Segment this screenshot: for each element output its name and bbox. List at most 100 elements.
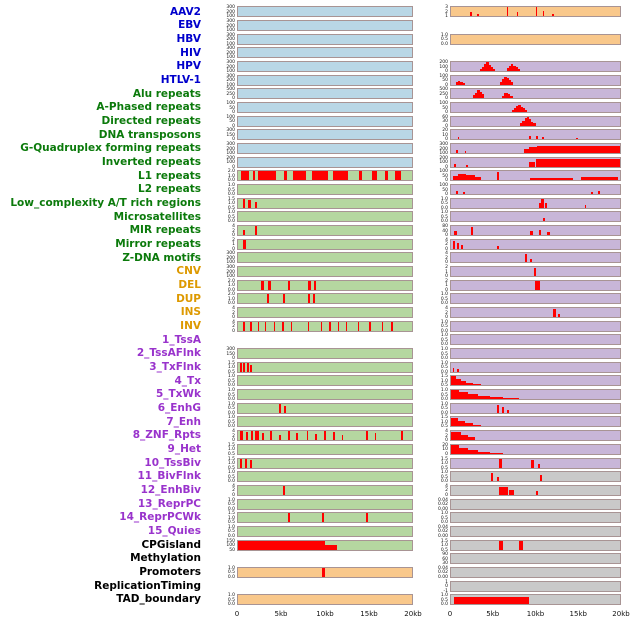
y-tick-label: 100 — [439, 160, 448, 166]
data-bar — [391, 321, 393, 331]
row-label: Promoters — [139, 566, 201, 579]
data-bar — [308, 280, 311, 290]
data-bar — [508, 80, 511, 85]
row-label: HBV — [176, 32, 202, 45]
data-bar — [506, 7, 509, 17]
track-row-3-txflnk: 3_TxFlnk 1.5 1.0 0.5 1.0 0.5 0.0 — [0, 360, 630, 374]
plot-panel-right — [450, 170, 621, 182]
y-tick-label: 200 — [226, 155, 235, 161]
y-tick-label: 200 — [226, 37, 235, 43]
data-bar — [497, 477, 500, 482]
y-tick-label: 4 — [232, 224, 235, 230]
y-tick-label: 300 — [439, 142, 448, 148]
y-tick-label: 0.5 — [227, 187, 235, 193]
data-bar — [508, 94, 511, 99]
data-bar — [278, 403, 282, 413]
data-bar — [506, 77, 509, 85]
data-bar — [385, 171, 389, 181]
data-bar — [522, 120, 525, 126]
y-tick-label: 50 — [442, 187, 448, 193]
row-label: 15_Quies — [147, 525, 201, 538]
y-axis-ticks-left: 1.0 0.5 0.0 — [206, 471, 237, 484]
plot-panel-left — [237, 156, 413, 168]
y-tick-label: 250 — [439, 91, 448, 97]
row-label: 14_ReprPCWk — [119, 511, 201, 524]
y-tick-label: 60 — [442, 114, 448, 120]
data-bar — [516, 106, 519, 113]
row-label: 13_ReprPC — [137, 497, 201, 510]
plot-panel-right — [450, 238, 621, 250]
plot-panel-left — [237, 143, 413, 155]
plot-panel-left — [237, 266, 413, 278]
y-tick-label: 0.5 — [440, 406, 448, 412]
y-tick-label: 1.0 — [227, 365, 235, 371]
data-bar — [381, 321, 383, 331]
data-bar — [535, 491, 539, 495]
data-bar — [533, 123, 536, 126]
y-axis-ticks-left: 500 250 0 — [206, 88, 237, 101]
data-bar — [503, 398, 519, 400]
plot-panel-left — [237, 457, 413, 469]
y-tick-label: 80 — [442, 224, 448, 230]
y-tick-label: 50 — [442, 78, 448, 84]
y-tick-label: 50 — [442, 173, 448, 179]
data-bar — [238, 540, 325, 550]
y-tick-label: 100 — [226, 41, 235, 47]
y-tick-label: 300 — [226, 46, 235, 52]
y-tick-label: -1 — [443, 588, 449, 594]
y-tick-label: 0 — [232, 233, 235, 239]
plot-panel-right — [450, 102, 621, 114]
y-axis-ticks-left — [206, 334, 237, 345]
y-tick-label: 0.0 — [440, 219, 448, 225]
y-tick-label: 2 — [445, 9, 448, 15]
y-tick-label: 0.5 — [440, 37, 448, 43]
y-tick-label: 1.0 — [227, 388, 235, 394]
y-tick-label: 0 — [232, 123, 235, 129]
plot-panel-left — [237, 279, 413, 291]
data-bar — [239, 458, 243, 468]
data-bar — [262, 432, 265, 441]
data-bar — [457, 421, 465, 427]
data-bar — [312, 294, 315, 304]
track-row-inv: INV 4 2 0 1.0 0.5 0.0 — [0, 319, 630, 333]
y-axis-ticks-right: 1 0 -1 — [428, 580, 450, 594]
data-bar — [243, 362, 246, 372]
y-tick-label: 4 — [232, 319, 235, 325]
plot-panel-left — [237, 539, 413, 551]
y-tick-label: 0.5 — [227, 205, 235, 211]
y-tick-label: 1.0 — [440, 360, 448, 366]
y-tick-label: 60 — [442, 556, 448, 562]
track-row-13-reprpc: 13_ReprPC 1.0 0.5 0.0 0.04 0.02 0.00 — [0, 497, 630, 511]
plot-panel-right — [450, 129, 621, 141]
y-tick-label: 100 — [226, 151, 235, 157]
y-axis-ticks-right: 1.0 0.5 0.0 — [428, 334, 450, 347]
y-axis-ticks-left: 300 200 100 — [206, 33, 237, 47]
track-row-mirror-repeats: Mirror repeats 2 1 0 4 2 0 — [0, 237, 630, 251]
data-bar — [584, 205, 587, 208]
y-tick-label: 500 — [439, 87, 448, 93]
y-tick-label: 0.0 — [440, 397, 448, 403]
data-bar — [258, 321, 260, 331]
y-tick-label: 1 — [445, 269, 448, 275]
y-tick-label: 1.0 — [227, 593, 235, 599]
y-axis-ticks-left: 300 150 0 — [206, 129, 237, 142]
data-bar — [516, 11, 519, 17]
y-tick-label: 1.0 — [440, 461, 448, 466]
y-tick-label: 100 — [439, 183, 448, 189]
y-tick-label: 0.0 — [227, 178, 235, 184]
y-tick-label: 1.0 — [440, 32, 448, 38]
y-tick-label: 1.0 — [440, 319, 448, 325]
data-bar — [456, 243, 460, 249]
track-row-dna-transposons: DNA transposons 300 150 0 20 10 0 — [0, 128, 630, 142]
data-bar — [558, 313, 561, 318]
data-bar — [537, 145, 620, 154]
plot-panel-right — [450, 225, 621, 237]
row-label: 1_TssA — [162, 333, 201, 346]
data-bar — [244, 458, 248, 468]
plot-panel-left — [237, 238, 413, 250]
data-bar — [454, 164, 457, 167]
y-tick-label: 0.5 — [227, 419, 235, 425]
y-axis-ticks-right: 0.04 0.02 0.00 — [428, 525, 450, 538]
